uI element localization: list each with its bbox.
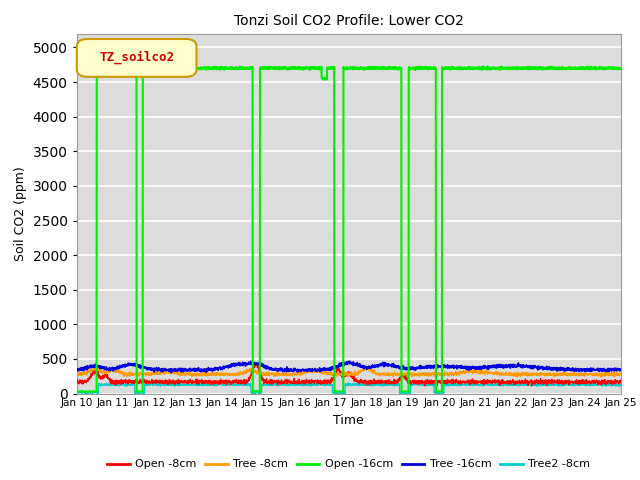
Text: TZ_soilco2: TZ_soilco2	[99, 51, 174, 64]
Y-axis label: Soil CO2 (ppm): Soil CO2 (ppm)	[14, 166, 27, 261]
FancyBboxPatch shape	[77, 39, 196, 77]
X-axis label: Time: Time	[333, 414, 364, 427]
Legend: Open -8cm, Tree -8cm, Open -16cm, Tree -16cm, Tree2 -8cm: Open -8cm, Tree -8cm, Open -16cm, Tree -…	[103, 455, 595, 474]
Title: Tonzi Soil CO2 Profile: Lower CO2: Tonzi Soil CO2 Profile: Lower CO2	[234, 14, 464, 28]
